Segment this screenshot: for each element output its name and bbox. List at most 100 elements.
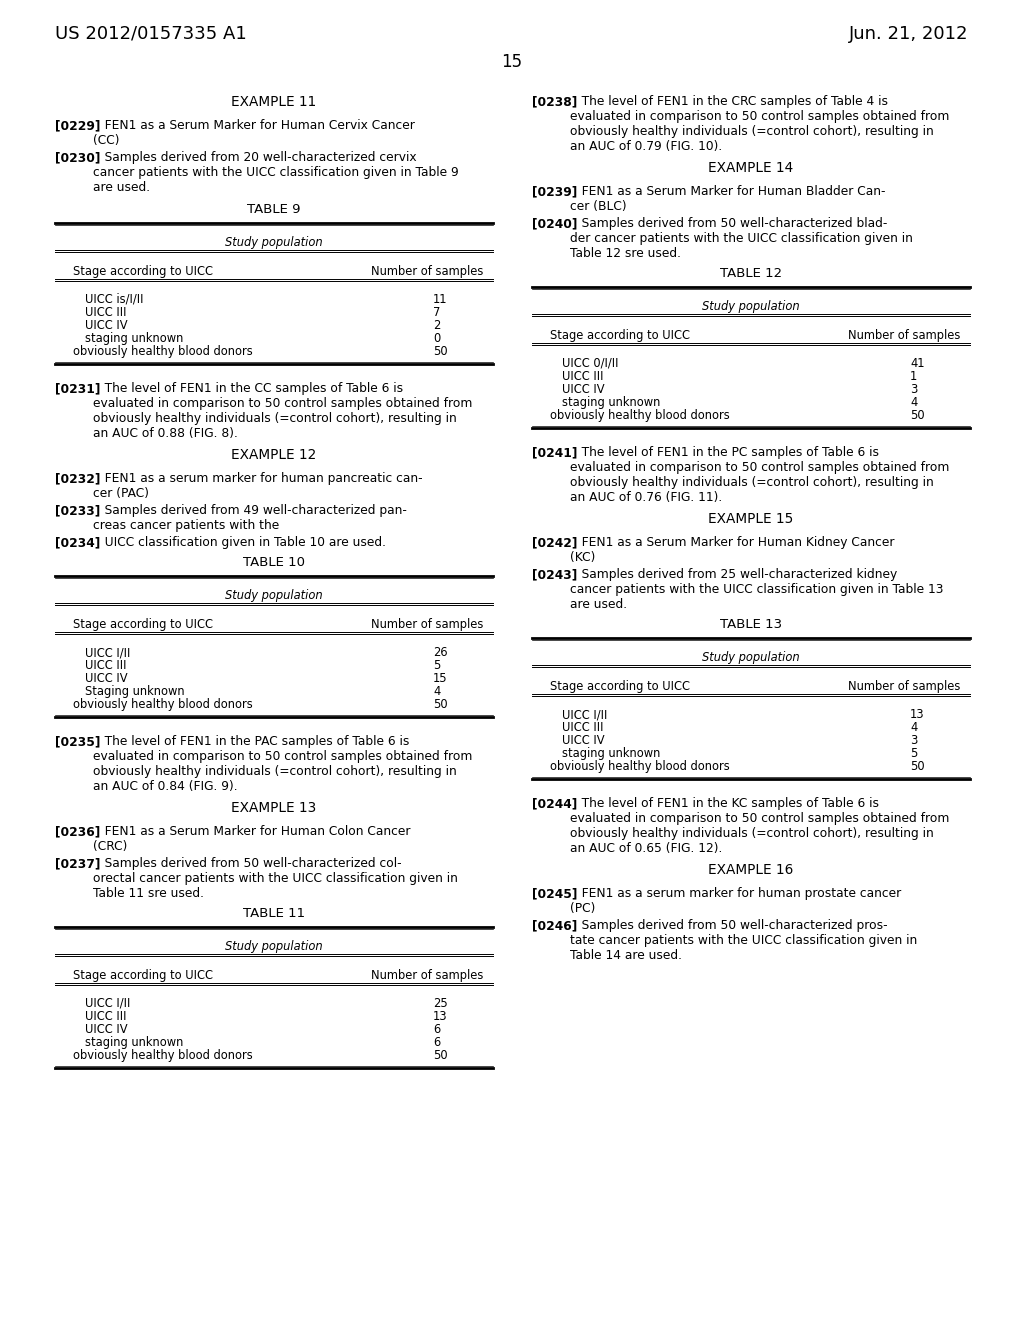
Text: US 2012/0157335 A1: US 2012/0157335 A1 bbox=[55, 25, 247, 44]
Text: Study population: Study population bbox=[225, 940, 323, 953]
Text: FEN1 as a Serum Marker for Human Bladder Can-
cer (BLC): FEN1 as a Serum Marker for Human Bladder… bbox=[570, 185, 886, 213]
Text: 5: 5 bbox=[433, 659, 440, 672]
Text: [0237]: [0237] bbox=[55, 857, 100, 870]
Text: Number of samples: Number of samples bbox=[848, 680, 961, 693]
Text: staging unknown: staging unknown bbox=[85, 333, 183, 345]
Text: 50: 50 bbox=[910, 409, 925, 422]
Text: 3: 3 bbox=[910, 734, 918, 747]
Text: UICC III: UICC III bbox=[85, 1010, 127, 1023]
Text: FEN1 as a serum marker for human pancreatic can-
cer (PAC): FEN1 as a serum marker for human pancrea… bbox=[93, 473, 423, 500]
Text: EXAMPLE 15: EXAMPLE 15 bbox=[709, 512, 794, 525]
Text: [0232]: [0232] bbox=[55, 473, 100, 484]
Text: 6: 6 bbox=[433, 1036, 440, 1049]
Text: obviously healthy blood donors: obviously healthy blood donors bbox=[73, 345, 253, 358]
Text: 26: 26 bbox=[433, 645, 447, 659]
Text: EXAMPLE 16: EXAMPLE 16 bbox=[709, 863, 794, 876]
Text: 4: 4 bbox=[433, 685, 440, 698]
Text: UICC III: UICC III bbox=[85, 659, 127, 672]
Text: [0240]: [0240] bbox=[532, 216, 578, 230]
Text: 13: 13 bbox=[910, 708, 925, 721]
Text: Staging unknown: Staging unknown bbox=[85, 685, 184, 698]
Text: staging unknown: staging unknown bbox=[85, 1036, 183, 1049]
Text: TABLE 11: TABLE 11 bbox=[243, 907, 305, 920]
Text: [0229]: [0229] bbox=[55, 119, 100, 132]
Text: [0241]: [0241] bbox=[532, 446, 578, 459]
Text: Number of samples: Number of samples bbox=[848, 329, 961, 342]
Text: staging unknown: staging unknown bbox=[562, 396, 660, 409]
Text: The level of FEN1 in the PAC samples of Table 6 is
evaluated in comparison to 50: The level of FEN1 in the PAC samples of … bbox=[93, 735, 472, 793]
Text: 0: 0 bbox=[433, 333, 440, 345]
Text: FEN1 as a Serum Marker for Human Cervix Cancer
(CC): FEN1 as a Serum Marker for Human Cervix … bbox=[93, 119, 415, 147]
Text: 15: 15 bbox=[433, 672, 447, 685]
Text: Number of samples: Number of samples bbox=[371, 969, 483, 982]
Text: 6: 6 bbox=[433, 1023, 440, 1036]
Text: Stage according to UICC: Stage according to UICC bbox=[550, 680, 690, 693]
Text: TABLE 9: TABLE 9 bbox=[247, 203, 301, 216]
Text: [0230]: [0230] bbox=[55, 150, 100, 164]
Text: FEN1 as a serum marker for human prostate cancer
(PC): FEN1 as a serum marker for human prostat… bbox=[570, 887, 901, 915]
Text: 11: 11 bbox=[433, 293, 447, 306]
Text: Samples derived from 50 well-characterized pros-
tate cancer patients with the U: Samples derived from 50 well-characteriz… bbox=[570, 919, 918, 962]
Text: Study population: Study population bbox=[702, 300, 800, 313]
Text: Study population: Study population bbox=[702, 651, 800, 664]
Text: Number of samples: Number of samples bbox=[371, 618, 483, 631]
Text: 50: 50 bbox=[433, 698, 447, 711]
Text: UICC is/I/II: UICC is/I/II bbox=[85, 293, 143, 306]
Text: The level of FEN1 in the CC samples of Table 6 is
evaluated in comparison to 50 : The level of FEN1 in the CC samples of T… bbox=[93, 381, 472, 440]
Text: 41: 41 bbox=[910, 356, 925, 370]
Text: UICC I/II: UICC I/II bbox=[85, 997, 130, 1010]
Text: [0245]: [0245] bbox=[532, 887, 578, 900]
Text: UICC I/II: UICC I/II bbox=[85, 645, 130, 659]
Text: Stage according to UICC: Stage according to UICC bbox=[73, 969, 213, 982]
Text: obviously healthy blood donors: obviously healthy blood donors bbox=[550, 409, 730, 422]
Text: 3: 3 bbox=[910, 383, 918, 396]
Text: [0231]: [0231] bbox=[55, 381, 100, 395]
Text: Samples derived from 25 well-characterized kidney
cancer patients with the UICC : Samples derived from 25 well-characteriz… bbox=[570, 568, 943, 611]
Text: UICC IV: UICC IV bbox=[562, 734, 604, 747]
Text: Number of samples: Number of samples bbox=[371, 265, 483, 279]
Text: 7: 7 bbox=[433, 306, 440, 319]
Text: TABLE 10: TABLE 10 bbox=[243, 556, 305, 569]
Text: [0233]: [0233] bbox=[55, 504, 100, 517]
Text: 15: 15 bbox=[502, 53, 522, 71]
Text: Stage according to UICC: Stage according to UICC bbox=[73, 265, 213, 279]
Text: FEN1 as a Serum Marker for Human Kidney Cancer
(KC): FEN1 as a Serum Marker for Human Kidney … bbox=[570, 536, 895, 564]
Text: [0236]: [0236] bbox=[55, 825, 100, 838]
Text: [0239]: [0239] bbox=[532, 185, 578, 198]
Text: EXAMPLE 13: EXAMPLE 13 bbox=[231, 801, 316, 814]
Text: [0235]: [0235] bbox=[55, 735, 100, 748]
Text: Jun. 21, 2012: Jun. 21, 2012 bbox=[849, 25, 968, 44]
Text: [0244]: [0244] bbox=[532, 797, 578, 810]
Text: Samples derived from 20 well-characterized cervix
cancer patients with the UICC : Samples derived from 20 well-characteriz… bbox=[93, 150, 459, 194]
Text: Study population: Study population bbox=[225, 236, 323, 249]
Text: [0242]: [0242] bbox=[532, 536, 578, 549]
Text: Stage according to UICC: Stage according to UICC bbox=[73, 618, 213, 631]
Text: UICC III: UICC III bbox=[562, 721, 603, 734]
Text: EXAMPLE 12: EXAMPLE 12 bbox=[231, 447, 316, 462]
Text: obviously healthy blood donors: obviously healthy blood donors bbox=[73, 698, 253, 711]
Text: 50: 50 bbox=[910, 760, 925, 774]
Text: 4: 4 bbox=[910, 396, 918, 409]
Text: UICC I/II: UICC I/II bbox=[562, 708, 607, 721]
Text: [0234]: [0234] bbox=[55, 536, 100, 549]
Text: EXAMPLE 11: EXAMPLE 11 bbox=[231, 95, 316, 110]
Text: 50: 50 bbox=[433, 345, 447, 358]
Text: UICC III: UICC III bbox=[562, 370, 603, 383]
Text: UICC classification given in Table 10 are used.: UICC classification given in Table 10 ar… bbox=[93, 536, 386, 549]
Text: 50: 50 bbox=[433, 1049, 447, 1063]
Text: FEN1 as a Serum Marker for Human Colon Cancer
(CRC): FEN1 as a Serum Marker for Human Colon C… bbox=[93, 825, 411, 853]
Text: [0246]: [0246] bbox=[532, 919, 578, 932]
Text: Stage according to UICC: Stage according to UICC bbox=[550, 329, 690, 342]
Text: Study population: Study population bbox=[225, 589, 323, 602]
Text: UICC IV: UICC IV bbox=[85, 1023, 128, 1036]
Text: 1: 1 bbox=[910, 370, 918, 383]
Text: 4: 4 bbox=[910, 721, 918, 734]
Text: UICC III: UICC III bbox=[85, 306, 127, 319]
Text: UICC IV: UICC IV bbox=[562, 383, 604, 396]
Text: UICC IV: UICC IV bbox=[85, 319, 128, 333]
Text: [0243]: [0243] bbox=[532, 568, 578, 581]
Text: 25: 25 bbox=[433, 997, 447, 1010]
Text: Samples derived from 50 well-characterized col-
orectal cancer patients with the: Samples derived from 50 well-characteriz… bbox=[93, 857, 458, 900]
Text: 13: 13 bbox=[433, 1010, 447, 1023]
Text: obviously healthy blood donors: obviously healthy blood donors bbox=[550, 760, 730, 774]
